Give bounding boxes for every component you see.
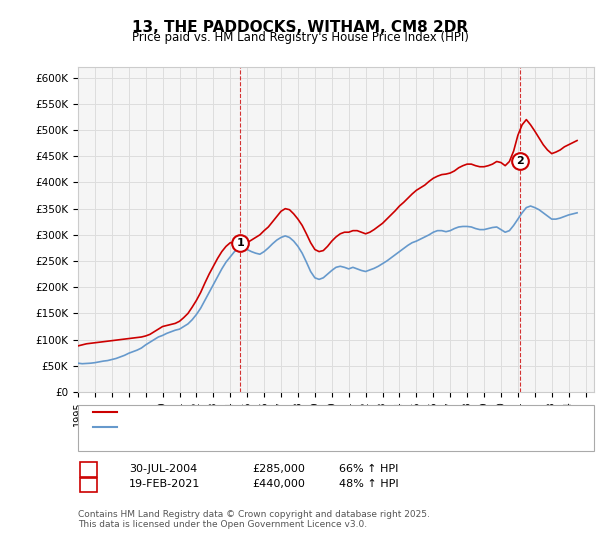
Text: 2: 2 <box>85 479 92 489</box>
Text: 13, THE PADDOCKS, WITHAM, CM8 2DR: 13, THE PADDOCKS, WITHAM, CM8 2DR <box>132 20 468 35</box>
Text: Price paid vs. HM Land Registry's House Price Index (HPI): Price paid vs. HM Land Registry's House … <box>131 31 469 44</box>
Text: 1: 1 <box>85 464 92 474</box>
Text: £285,000: £285,000 <box>252 464 305 474</box>
Text: 66% ↑ HPI: 66% ↑ HPI <box>339 464 398 474</box>
Text: 2: 2 <box>516 156 524 166</box>
Text: HPI: Average price, semi-detached house, Braintree: HPI: Average price, semi-detached house,… <box>120 423 390 433</box>
Text: £440,000: £440,000 <box>252 479 305 489</box>
Text: 1: 1 <box>236 237 244 248</box>
Text: 13, THE PADDOCKS, WITHAM, CM8 2DR (semi-detached house): 13, THE PADDOCKS, WITHAM, CM8 2DR (semi-… <box>120 408 449 418</box>
Text: 48% ↑ HPI: 48% ↑ HPI <box>339 479 398 489</box>
Text: 19-FEB-2021: 19-FEB-2021 <box>129 479 200 489</box>
Text: 30-JUL-2004: 30-JUL-2004 <box>129 464 197 474</box>
Text: Contains HM Land Registry data © Crown copyright and database right 2025.
This d: Contains HM Land Registry data © Crown c… <box>78 510 430 529</box>
